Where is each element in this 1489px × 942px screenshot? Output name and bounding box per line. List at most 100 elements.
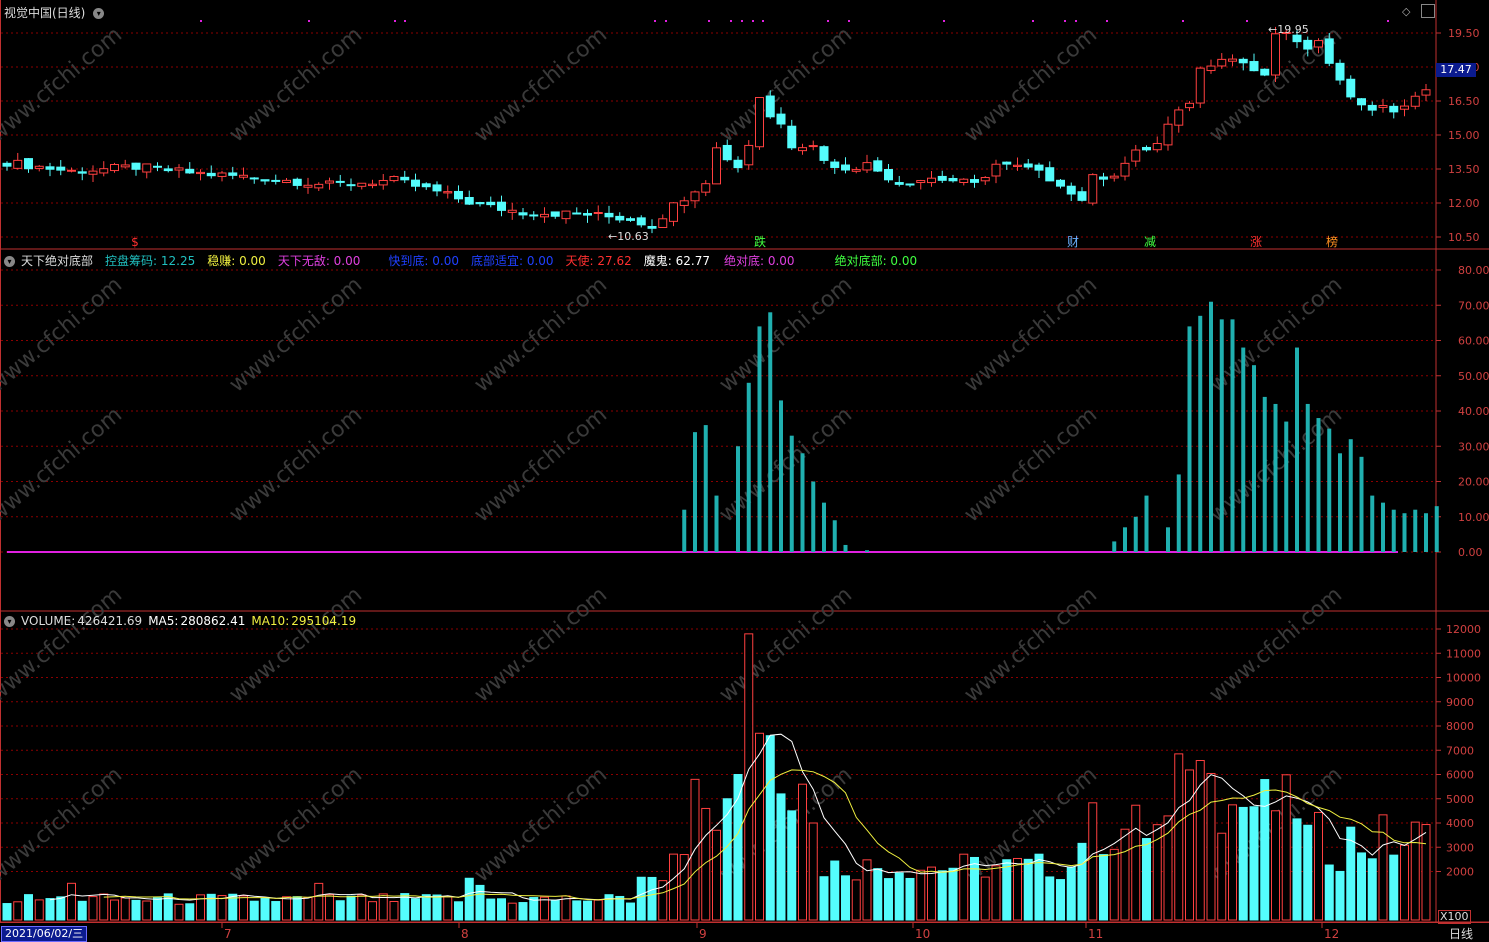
indicator-bar[interactable] <box>1166 527 1170 552</box>
volume-bar[interactable] <box>185 903 195 921</box>
candle-body[interactable] <box>991 163 1001 177</box>
candle-body[interactable] <box>1303 39 1313 50</box>
volume-bar[interactable] <box>271 901 281 921</box>
volume-bar[interactable] <box>755 732 764 921</box>
volume-bar[interactable] <box>206 893 216 921</box>
candle-body[interactable] <box>196 171 205 175</box>
candle-body[interactable] <box>970 179 979 183</box>
volume-bar[interactable] <box>368 901 377 921</box>
volume-bar[interactable] <box>1045 876 1055 921</box>
candle-body[interactable] <box>1056 179 1065 187</box>
volume-bar[interactable] <box>34 899 44 921</box>
volume-bar[interactable] <box>722 798 732 921</box>
candle-body[interactable] <box>346 184 356 187</box>
volume-bar[interactable] <box>475 884 485 921</box>
volume-bar[interactable] <box>507 902 517 921</box>
candle-body[interactable] <box>884 168 893 181</box>
dropdown-icon[interactable]: ▾ <box>4 616 15 627</box>
candle-body[interactable] <box>798 147 807 152</box>
indicator-bar[interactable] <box>1112 541 1117 552</box>
volume-bar[interactable] <box>851 879 861 921</box>
candle-body[interactable] <box>2 162 12 167</box>
volume-bar[interactable] <box>712 829 721 921</box>
volume-bar[interactable] <box>1400 844 1409 921</box>
indicator-bar[interactable] <box>1327 428 1332 552</box>
volume-bar[interactable] <box>174 903 184 921</box>
candle-body[interactable] <box>841 164 850 171</box>
candle-body[interactable] <box>1228 58 1237 62</box>
candle-body[interactable] <box>67 169 76 172</box>
candle-body[interactable] <box>658 218 668 228</box>
candle-body[interactable] <box>314 183 324 189</box>
volume-bar[interactable] <box>830 860 840 921</box>
indicator-bar[interactable] <box>693 432 697 552</box>
candle-body[interactable] <box>636 217 646 226</box>
volume-bar[interactable] <box>1088 802 1098 921</box>
volume-bar[interactable] <box>1056 879 1065 921</box>
volume-bar[interactable] <box>217 895 227 921</box>
candle-body[interactable] <box>1249 61 1259 72</box>
volume-bar[interactable] <box>389 900 399 921</box>
candle-body[interactable] <box>1045 167 1055 182</box>
volume-bar[interactable] <box>583 900 592 921</box>
candle-body[interactable] <box>1023 163 1033 168</box>
volume-bar[interactable] <box>970 856 979 921</box>
candle-body[interactable] <box>701 183 711 193</box>
candle-body[interactable] <box>464 196 474 205</box>
volume-bar[interactable] <box>1163 815 1173 921</box>
candle-body[interactable] <box>755 97 764 148</box>
volume-bar[interactable] <box>228 893 238 921</box>
indicator-bars[interactable] <box>7 301 1439 553</box>
volume-bar[interactable] <box>1023 858 1033 921</box>
indicator-bar[interactable] <box>757 326 762 552</box>
volume-bar[interactable] <box>1131 804 1141 921</box>
volume-bar[interactable] <box>196 894 205 921</box>
volume-bar[interactable] <box>733 774 743 921</box>
candle-body[interactable] <box>454 190 463 200</box>
volume-bar[interactable] <box>1249 806 1259 921</box>
indicator-bar[interactable] <box>768 312 773 552</box>
indicator-bar[interactable] <box>1402 513 1407 552</box>
volume-bar[interactable] <box>120 897 130 921</box>
volume-bar[interactable] <box>1421 824 1431 921</box>
volume-bar[interactable] <box>884 878 893 921</box>
candle-body[interactable] <box>1174 109 1184 126</box>
candle-body[interactable] <box>1217 58 1227 67</box>
indicator-bar[interactable] <box>800 453 805 552</box>
indicator-bar[interactable] <box>811 481 816 553</box>
candle-body[interactable] <box>722 144 732 161</box>
volume-bar[interactable] <box>626 902 635 921</box>
volume-bar[interactable] <box>1260 779 1270 921</box>
indicator-bar[interactable] <box>1295 347 1299 552</box>
candle-body[interactable] <box>1195 67 1205 104</box>
candle-body[interactable] <box>776 113 786 125</box>
candle-body[interactable] <box>647 225 657 229</box>
candle-body[interactable] <box>937 175 947 181</box>
volume-bar[interactable] <box>1238 806 1248 921</box>
indicator-bar[interactable] <box>1424 513 1428 552</box>
indicator-bar[interactable] <box>832 520 837 552</box>
indicator-bar[interactable] <box>682 509 687 552</box>
indicator-bar[interactable] <box>1391 509 1396 552</box>
candle-body[interactable] <box>475 202 485 205</box>
volume-bar[interactable] <box>163 893 173 921</box>
volume-bar[interactable] <box>99 893 109 921</box>
volume-bar[interactable] <box>400 893 410 921</box>
candle-body[interactable] <box>282 179 291 184</box>
indicator-bar[interactable] <box>1284 421 1289 552</box>
candle-body[interactable] <box>1152 142 1162 151</box>
volume-bar[interactable] <box>1195 760 1205 921</box>
candle-body[interactable] <box>120 164 130 168</box>
candle-body[interactable] <box>174 167 184 171</box>
candle-body[interactable] <box>830 161 840 168</box>
candle-body[interactable] <box>357 182 367 187</box>
candle-body[interactable] <box>1410 95 1420 107</box>
volume-bar[interactable] <box>1109 848 1119 921</box>
volume-bar[interactable] <box>937 870 947 921</box>
indicator-bar[interactable] <box>1381 502 1385 552</box>
indicator-bar[interactable] <box>789 435 794 552</box>
candle-body[interactable] <box>1206 65 1216 72</box>
candle-body[interactable] <box>916 180 926 184</box>
indicator-bar[interactable] <box>1209 301 1213 552</box>
candle-body[interactable] <box>325 180 334 184</box>
